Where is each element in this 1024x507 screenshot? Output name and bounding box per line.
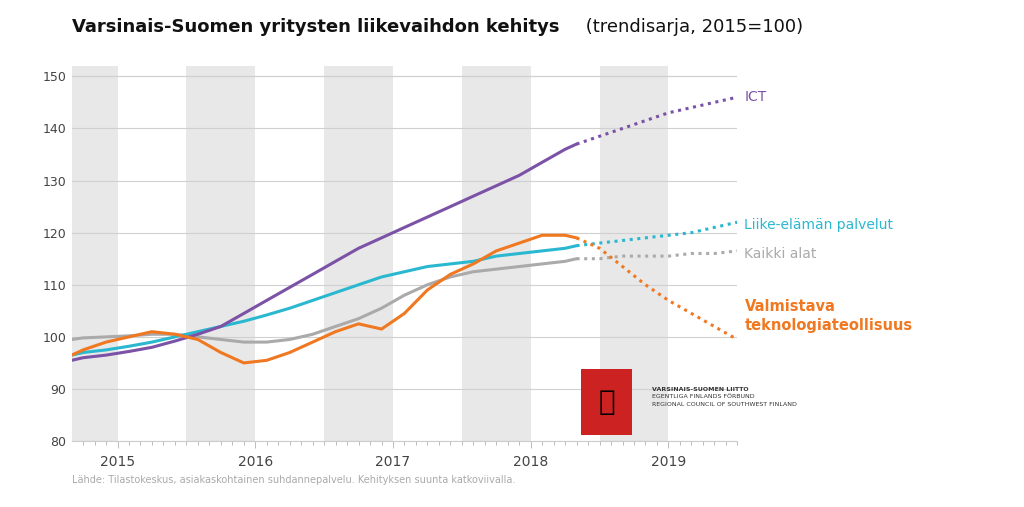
Bar	[186, 66, 255, 441]
Text: VARSINAIS-SUOMEN LIITTO: VARSINAIS-SUOMEN LIITTO	[652, 387, 749, 392]
Text: Kaikki alat: Kaikki alat	[744, 246, 817, 261]
Text: EGENTLIGA FINLANDS FÖRBUND: EGENTLIGA FINLANDS FÖRBUND	[652, 394, 755, 400]
Text: Varsinais-Suomen yritysten liikevaihdon kehitys: Varsinais-Suomen yritysten liikevaihdon …	[72, 18, 559, 36]
Bar	[72, 66, 118, 441]
Bar	[600, 66, 669, 441]
Text: Valmistava
teknologiateollisuus: Valmistava teknologiateollisuus	[744, 299, 912, 334]
Text: (trendisarja, 2015=100): (trendisarja, 2015=100)	[580, 18, 803, 36]
Text: 🛡: 🛡	[598, 388, 614, 416]
Text: REGIONAL COUNCIL OF SOUTHWEST FINLAND: REGIONAL COUNCIL OF SOUTHWEST FINLAND	[652, 402, 797, 407]
Text: ICT: ICT	[744, 90, 767, 104]
Text: Liike-elämän palvelut: Liike-elämän palvelut	[744, 218, 894, 232]
Bar	[325, 66, 393, 441]
Bar	[462, 66, 530, 441]
Text: Lähde: Tilastokeskus, asiakaskohtainen suhdannepalvelu. Kehityksen suunta katkov: Lähde: Tilastokeskus, asiakaskohtainen s…	[72, 475, 515, 485]
